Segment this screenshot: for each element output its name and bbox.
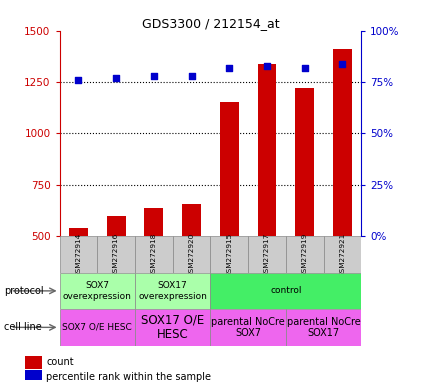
FancyBboxPatch shape xyxy=(60,273,135,309)
FancyBboxPatch shape xyxy=(135,309,210,346)
Bar xyxy=(144,209,163,339)
Point xyxy=(339,61,346,67)
FancyBboxPatch shape xyxy=(248,236,286,273)
FancyBboxPatch shape xyxy=(286,309,361,346)
Bar xyxy=(25,356,42,369)
Bar xyxy=(220,102,239,339)
Bar xyxy=(333,49,352,339)
FancyBboxPatch shape xyxy=(286,236,323,273)
Bar xyxy=(182,204,201,339)
Point xyxy=(150,73,157,79)
Text: cell line: cell line xyxy=(4,322,42,333)
Text: parental NoCre
SOX17: parental NoCre SOX17 xyxy=(286,316,360,338)
FancyBboxPatch shape xyxy=(135,273,210,309)
FancyBboxPatch shape xyxy=(210,309,286,346)
Point xyxy=(226,65,232,71)
Bar xyxy=(258,64,276,339)
Bar xyxy=(107,216,125,339)
Point xyxy=(113,75,119,81)
Title: GDS3300 / 212154_at: GDS3300 / 212154_at xyxy=(142,17,279,30)
Text: GSM272916: GSM272916 xyxy=(113,232,119,276)
Text: percentile rank within the sample: percentile rank within the sample xyxy=(46,372,211,382)
Bar xyxy=(69,228,88,339)
FancyBboxPatch shape xyxy=(210,273,361,309)
Text: SOX17
overexpression: SOX17 overexpression xyxy=(138,281,207,301)
Text: SOX7 O/E HESC: SOX7 O/E HESC xyxy=(62,323,132,332)
FancyBboxPatch shape xyxy=(210,236,248,273)
FancyBboxPatch shape xyxy=(97,236,135,273)
Text: GSM272921: GSM272921 xyxy=(340,232,346,276)
Text: protocol: protocol xyxy=(4,286,44,296)
Text: count: count xyxy=(46,357,74,367)
Point xyxy=(188,73,195,79)
FancyBboxPatch shape xyxy=(135,236,173,273)
Text: SOX17 O/E
HESC: SOX17 O/E HESC xyxy=(141,313,204,341)
Text: GSM272920: GSM272920 xyxy=(189,232,195,276)
Text: GSM272918: GSM272918 xyxy=(151,232,157,276)
Point xyxy=(75,77,82,83)
Text: parental NoCre
SOX7: parental NoCre SOX7 xyxy=(211,316,285,338)
Bar xyxy=(295,88,314,339)
FancyBboxPatch shape xyxy=(60,309,135,346)
FancyBboxPatch shape xyxy=(60,236,97,273)
FancyBboxPatch shape xyxy=(173,236,210,273)
Text: GSM272914: GSM272914 xyxy=(75,232,81,276)
Text: GSM272917: GSM272917 xyxy=(264,232,270,276)
Text: GSM272919: GSM272919 xyxy=(302,232,308,276)
Point xyxy=(264,63,270,69)
Text: control: control xyxy=(270,286,302,295)
Text: SOX7
overexpression: SOX7 overexpression xyxy=(63,281,132,301)
Bar xyxy=(25,370,42,383)
Text: GSM272915: GSM272915 xyxy=(226,232,232,276)
FancyBboxPatch shape xyxy=(323,236,361,273)
Point xyxy=(301,65,308,71)
